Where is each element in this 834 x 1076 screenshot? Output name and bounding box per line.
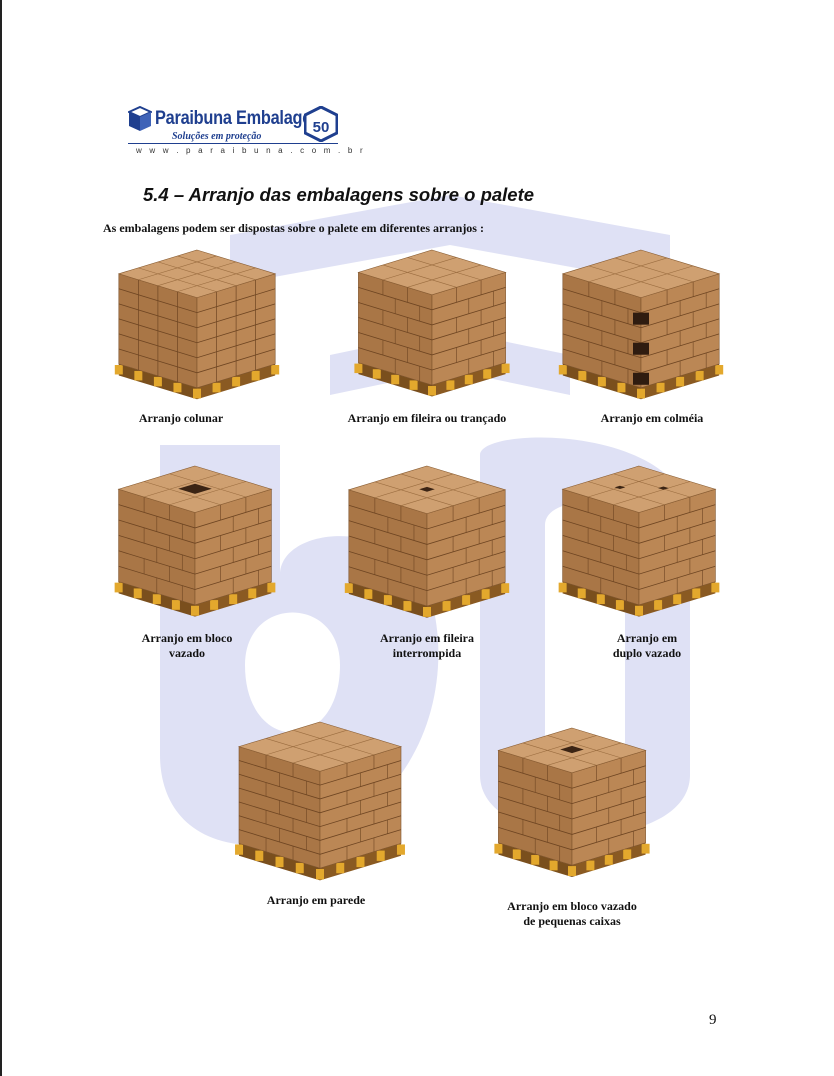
pallet-arranjo-colunar [114, 249, 280, 400]
section-title: 5.4 – Arranjo das embalagens sobre o pal… [143, 184, 535, 205]
page-number: 9 [709, 1012, 717, 1028]
caption-arranjo-duplo-vazado: Arranjo em duplo vazado [612, 631, 682, 660]
pallet-arranjo-pequenas-caixas [494, 727, 650, 877]
caption-arranjo-fileira-interrompida: Arranjo em fileira interrompida [380, 631, 474, 660]
logo-divider [128, 143, 338, 144]
intro-text: As embalagens podem ser dispostas sobre … [103, 221, 484, 235]
badge-number: 50 [313, 119, 330, 136]
pallet-arranjo-colmeia [558, 249, 724, 400]
pallet-arranjo-parede [235, 721, 405, 881]
logo-tagline: Soluções em proteção [172, 131, 262, 142]
pallet-arranjo-bloco-vazado [114, 465, 276, 617]
caption-arranjo-pequenas-caixas: Arranjo em bloco vazado de pequenas caixa… [507, 899, 637, 928]
box-icon [128, 106, 152, 131]
caption-arranjo-trancado: Arranjo em fileira ou trançado [347, 411, 507, 425]
logo-name: Paraibuna Embalagens [155, 108, 330, 129]
pallet-arranjo-trancado [354, 249, 510, 397]
company-logo: Paraibuna Embalagens Soluções em proteçã… [128, 104, 363, 156]
caption-arranjo-bloco-vazado: Arranjo em bloco vazado [141, 631, 233, 660]
caption-arranjo-parede: Arranjo em parede [266, 893, 366, 907]
anniversary-50-badge: 50 [304, 106, 338, 142]
page-edge [0, 0, 2, 1076]
pallet-arranjo-duplo-vazado [558, 465, 720, 617]
pallet-arranjo-fileira-interrompida [344, 465, 510, 618]
caption-arranjo-colunar: Arranjo colunar [138, 411, 224, 425]
caption-arranjo-colmeia: Arranjo em colméia [600, 411, 704, 425]
logo-url: w w w . p a r a i b u n a . c o m . b r [136, 146, 366, 155]
